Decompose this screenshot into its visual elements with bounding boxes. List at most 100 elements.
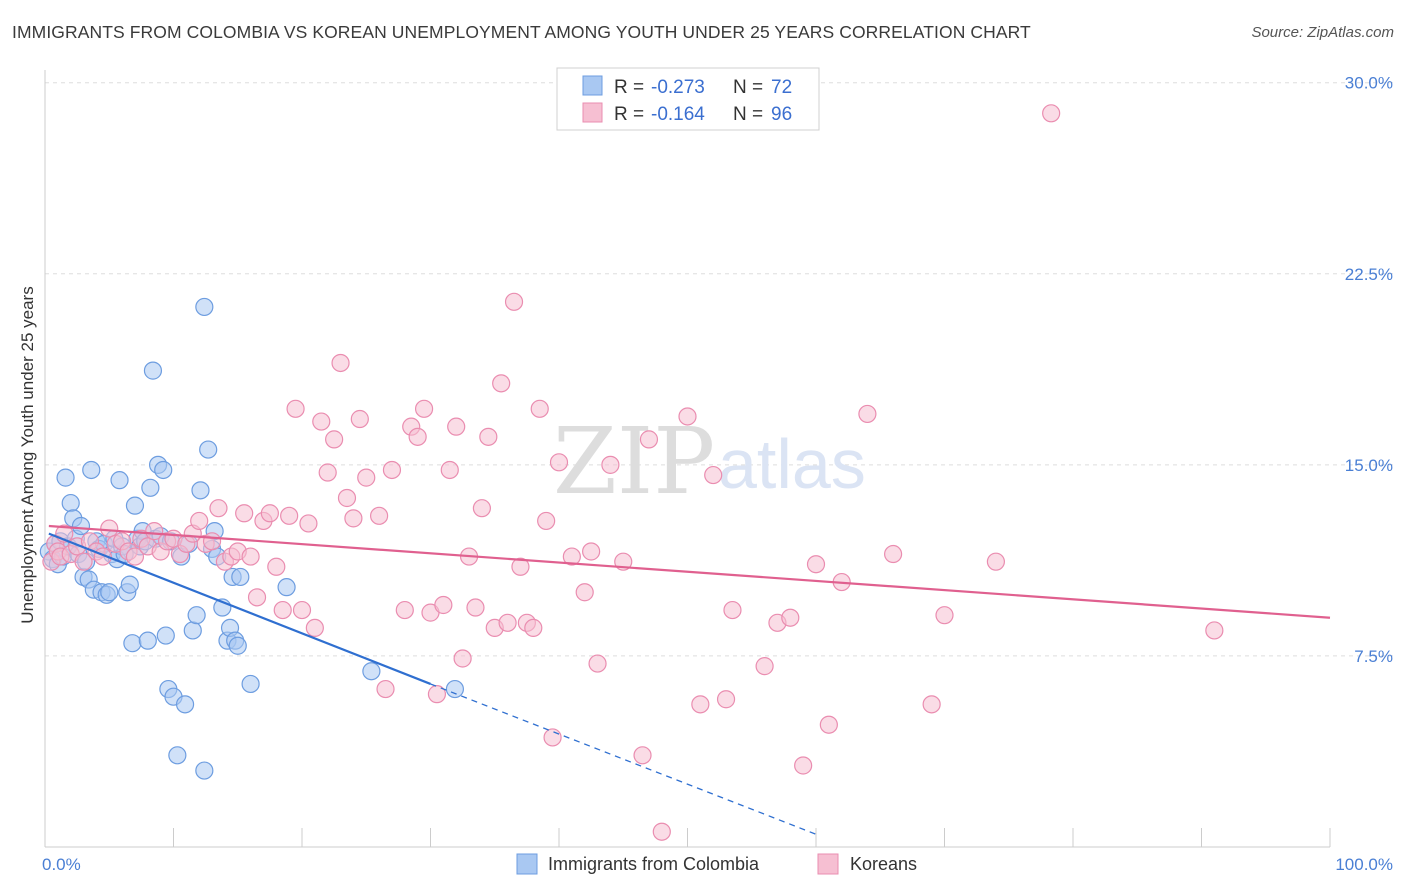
stats-legend-r-value-koreans: -0.164	[651, 104, 705, 125]
data-point-koreans	[292, 600, 312, 620]
data-point-koreans	[716, 690, 736, 709]
trend-lines	[48, 524, 1331, 835]
stats-legend-r-label-koreans: R =	[614, 104, 644, 125]
data-point-colombia	[123, 634, 142, 653]
x-tick-label-max: 100.0%	[1335, 855, 1393, 874]
data-point-koreans	[652, 822, 671, 841]
data-point-koreans	[447, 417, 466, 436]
data-point-colombia	[277, 578, 296, 597]
data-point-colombia	[445, 679, 465, 699]
data-point-koreans	[588, 654, 607, 673]
data-point-koreans	[453, 649, 472, 668]
y-axis-title: Unemployment Among Youth under 25 years	[18, 286, 37, 623]
data-point-colombia	[156, 626, 175, 645]
data-point-koreans	[935, 606, 954, 625]
data-point-koreans	[325, 430, 344, 449]
y-tick-label: 30.0%	[1345, 74, 1393, 93]
axes: 0.0% 100.0%	[42, 70, 1393, 874]
data-point-koreans	[575, 583, 594, 602]
data-point-koreans	[1042, 104, 1061, 123]
data-point-koreans	[794, 756, 813, 775]
series-colombia-points	[39, 297, 465, 780]
data-point-koreans	[466, 598, 485, 617]
legend-label-koreans: Koreans	[850, 854, 917, 874]
data-point-koreans	[819, 715, 838, 734]
data-point-koreans	[524, 618, 543, 638]
data-point-koreans	[562, 547, 581, 566]
data-point-koreans	[537, 511, 556, 531]
y-tick-label: 7.5%	[1354, 647, 1393, 666]
data-point-koreans	[530, 399, 549, 418]
data-point-koreans	[414, 399, 434, 418]
data-point-koreans	[357, 468, 376, 487]
stats-legend-swatch-koreans	[582, 102, 603, 123]
data-point-koreans	[434, 595, 453, 615]
data-point-koreans	[479, 427, 498, 446]
data-point-colombia	[141, 478, 160, 497]
stats-legend-swatch-colombia	[582, 75, 603, 96]
data-point-koreans	[202, 532, 222, 551]
data-point-koreans	[582, 542, 601, 561]
data-point-koreans	[472, 499, 491, 518]
data-point-koreans	[408, 427, 427, 446]
data-point-colombia	[100, 583, 119, 602]
stats-legend-r-label-colombia: R =	[614, 77, 644, 98]
data-point-koreans	[241, 547, 260, 566]
data-point-koreans	[601, 455, 620, 474]
watermark: ZIP atlas	[553, 408, 866, 515]
data-point-koreans	[723, 600, 742, 620]
data-point-colombia	[241, 674, 260, 694]
data-point-koreans	[492, 374, 511, 393]
data-point-colombia	[199, 440, 218, 459]
data-point-colombia	[138, 631, 157, 650]
data-point-koreans	[100, 519, 119, 538]
data-point-koreans	[549, 453, 569, 472]
data-point-colombia	[110, 471, 129, 490]
data-point-koreans	[344, 509, 363, 528]
data-point-koreans	[427, 685, 447, 704]
trend-line-koreans	[48, 524, 1331, 619]
data-point-koreans	[299, 514, 318, 533]
data-point-colombia	[231, 567, 250, 587]
legend-label-colombia: Immigrants from Colombia	[548, 854, 760, 874]
data-point-koreans	[125, 547, 145, 566]
data-point-colombia	[228, 636, 247, 655]
data-point-koreans	[280, 506, 299, 525]
stats-legend-n-value-koreans: 96	[771, 104, 792, 125]
stats-legend-n-label-koreans: N =	[733, 104, 763, 125]
data-point-colombia	[191, 481, 210, 500]
stats-legend-r-value-colombia: -0.273	[651, 77, 705, 98]
data-point-colombia	[61, 493, 80, 513]
data-point-colombia	[195, 761, 214, 780]
data-point-colombia	[56, 468, 75, 487]
data-point-koreans	[209, 499, 228, 518]
data-point-colombia	[143, 361, 163, 380]
data-point-colombia	[82, 460, 101, 480]
data-point-colombia	[195, 297, 214, 317]
series-koreans-points	[42, 104, 1224, 841]
data-point-colombia	[120, 575, 139, 594]
data-point-koreans	[267, 557, 286, 576]
data-point-colombia	[168, 746, 187, 765]
data-point-koreans	[286, 399, 305, 418]
series-legend: Immigrants from Colombia Koreans	[516, 853, 917, 875]
data-point-colombia	[175, 695, 195, 714]
data-point-koreans	[74, 552, 93, 571]
data-point-koreans	[498, 613, 517, 632]
watermark-atlas: atlas	[718, 425, 866, 503]
legend-swatch-koreans	[817, 853, 839, 875]
trend-line-colombia-extension	[430, 683, 817, 835]
data-point-koreans	[370, 506, 389, 525]
data-point-koreans	[883, 544, 903, 564]
data-point-koreans	[395, 600, 414, 620]
data-point-koreans	[704, 465, 723, 485]
trend-line-colombia	[48, 532, 431, 685]
stats-legend: R = -0.273 N = 72 R = -0.164 N = 96	[556, 67, 820, 131]
data-point-koreans	[1205, 621, 1224, 640]
data-point-koreans	[922, 695, 941, 714]
data-point-koreans	[511, 557, 530, 576]
data-point-koreans	[260, 504, 279, 523]
data-point-colombia	[154, 460, 173, 480]
data-point-koreans	[858, 404, 877, 424]
